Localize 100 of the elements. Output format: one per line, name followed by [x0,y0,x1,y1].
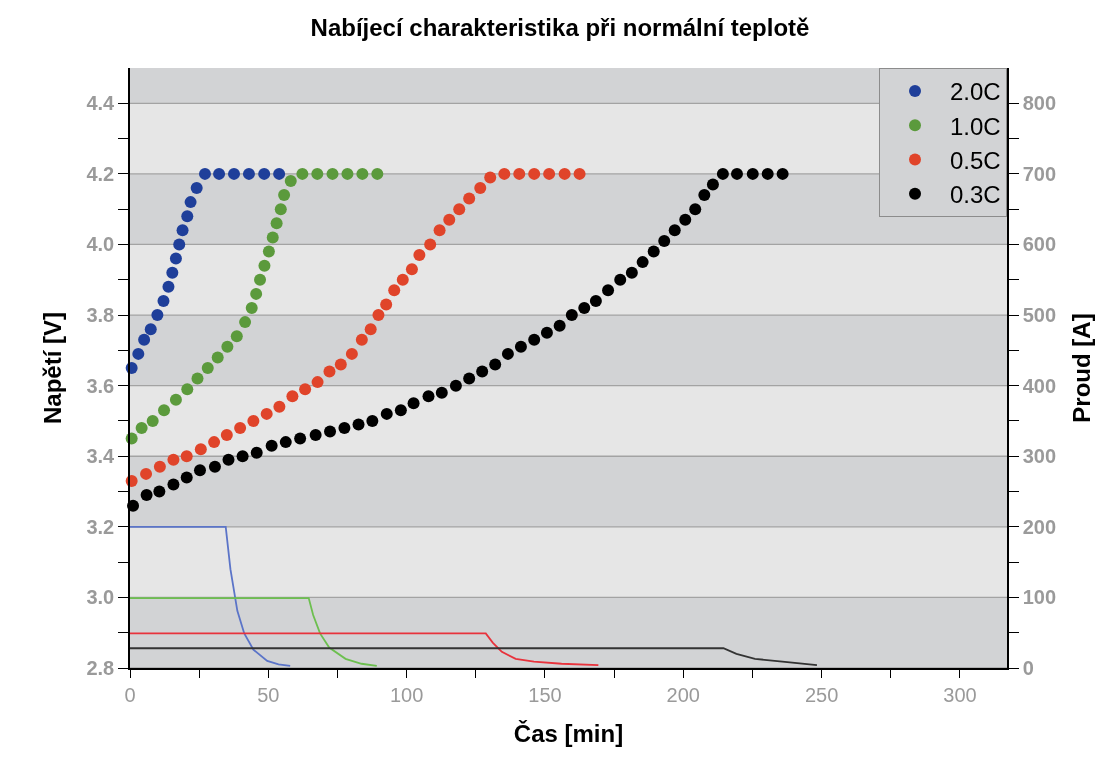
point [213,167,226,180]
point [489,358,502,371]
point [162,280,175,293]
point [278,189,291,202]
point [254,273,267,286]
x-tick-label: 200 [666,683,700,706]
point [222,453,235,466]
point [176,224,189,237]
y-tick-label: 4.4 [86,92,116,115]
point [553,319,566,332]
point [443,213,456,226]
y-tick-label: 4.0 [86,233,115,256]
legend-label: 0.5C [950,146,1001,174]
point [166,266,179,279]
point [380,407,393,420]
point [191,372,204,385]
point [658,234,671,247]
point [270,217,283,230]
point [144,323,157,336]
point [194,464,206,477]
x-axis-title: Čas [min] [513,719,624,747]
x-tick-label: 50 [257,683,280,706]
point [311,167,324,180]
x-tick-label: 150 [528,683,562,706]
point [180,471,193,484]
point [463,192,476,205]
point [157,294,170,307]
point [341,167,354,180]
y-tick-label: 3.6 [86,374,115,397]
point [250,446,263,459]
y-tick-label: 3.2 [86,515,115,538]
y2-tick-label: 0 [1022,657,1034,679]
x-tick-label: 100 [389,683,424,706]
point [228,167,241,180]
point [236,450,249,463]
y2-tick-label: 400 [1022,374,1057,397]
y-tick-label: 3.0 [86,586,115,609]
y2-tick-label: 600 [1022,233,1057,256]
point [647,245,660,258]
point [474,182,487,194]
point [242,167,255,180]
point [274,203,287,216]
y-tick-label: 2.8 [86,657,115,679]
point [273,167,286,180]
point [208,460,221,473]
point [181,210,194,223]
point [135,422,148,434]
point [371,167,384,180]
point [146,414,159,427]
point [380,298,393,311]
point [184,196,197,209]
point [484,171,497,184]
point [528,167,541,180]
point [513,167,526,180]
point [422,390,435,403]
point [706,178,719,191]
point [372,309,385,322]
point [498,167,511,180]
chart-title: Nabíjecí charakteristika při normální teplotě [310,14,810,42]
point [589,294,602,307]
point [528,333,541,346]
point [296,167,309,180]
point [151,309,164,322]
point [435,386,448,399]
point [324,425,337,438]
point [153,485,166,498]
point [356,167,369,180]
point [463,372,476,385]
point [453,203,466,216]
legend-label: 1.0C [950,112,1001,140]
point [201,362,214,374]
point [730,167,743,180]
y-tick-label: 3.4 [86,445,116,468]
point [140,489,153,502]
y-tick-label: 4.2 [86,162,115,185]
point [388,284,401,297]
point [181,383,194,396]
point [698,189,711,202]
point [138,333,151,346]
point [366,414,379,427]
point [221,340,234,353]
point [345,347,358,360]
point [169,252,182,265]
point [211,351,224,364]
point [602,284,615,297]
point [746,167,759,180]
line-series [130,632,600,667]
point [262,245,275,258]
y2-tick-label: 700 [1022,162,1057,185]
y2-tick-label: 100 [1022,586,1057,609]
point [194,443,207,456]
point [273,400,286,413]
point [543,167,556,180]
point [167,478,180,491]
x-tick-label: 0 [124,683,136,706]
point [230,330,243,343]
x-tick-label: 250 [804,683,839,706]
point [565,309,578,322]
x-tick-label: 300 [943,683,977,706]
point [258,259,271,272]
